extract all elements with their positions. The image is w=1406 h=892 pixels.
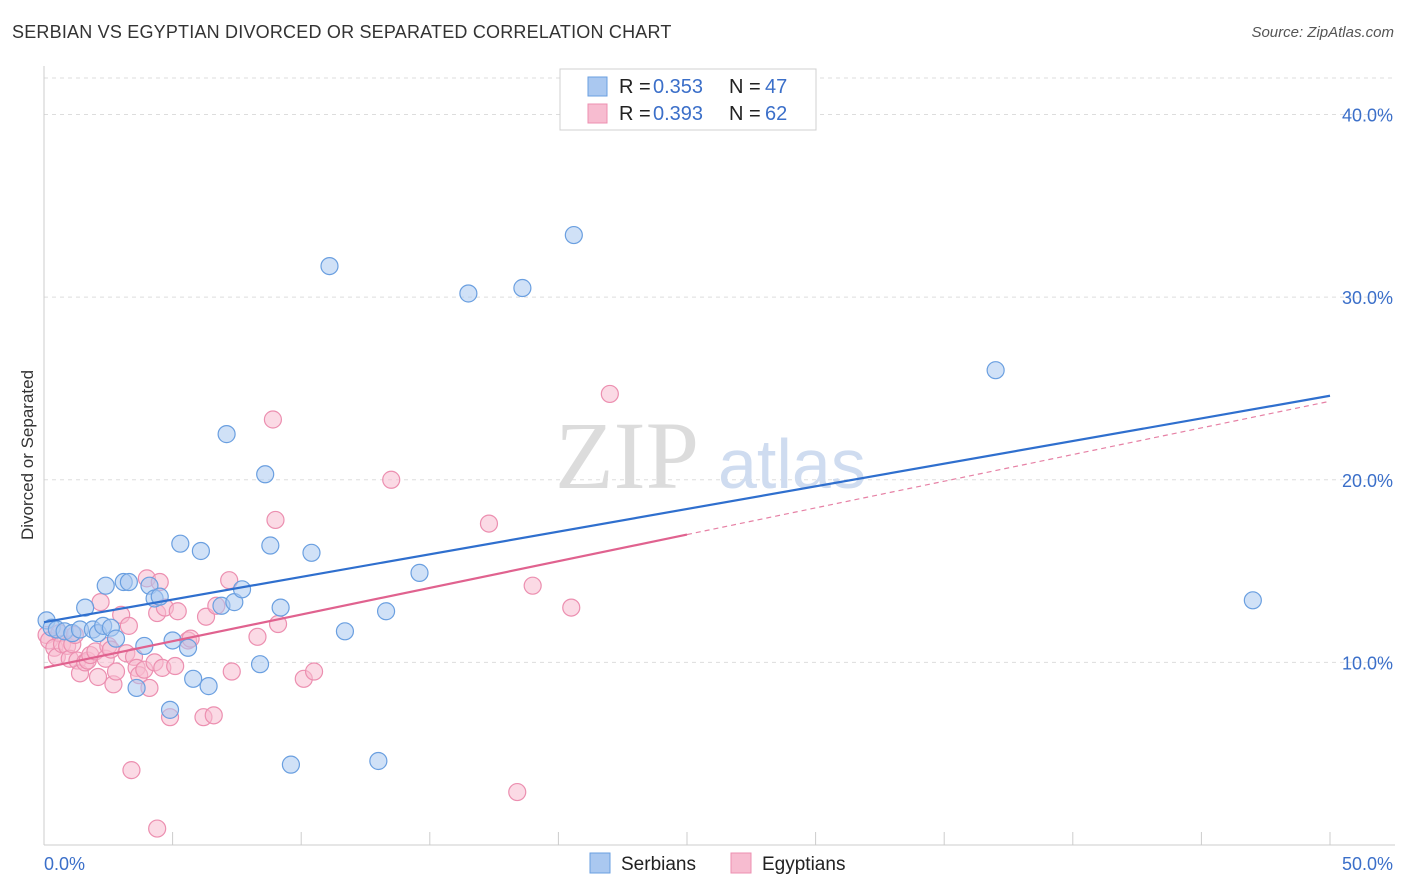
legend-n-label-1: N = xyxy=(729,76,761,98)
egyptians-point-48 xyxy=(263,410,283,429)
watermark-zip: ZIP xyxy=(555,402,699,509)
chart-title: SERBIAN VS EGYPTIAN DIVORCED OR SEPARATE… xyxy=(12,22,672,42)
y-tick-label-40: 40.0% xyxy=(1342,106,1393,126)
egyptians-point-25 xyxy=(119,616,138,635)
serbians-point-43 xyxy=(513,278,532,298)
axes: 0.0% 50.0% xyxy=(43,66,1395,874)
egyptians-point-61 xyxy=(166,656,185,676)
legend-r-label-2: R = xyxy=(619,103,651,125)
serbians-point-33 xyxy=(261,536,280,555)
egyptians-point-57 xyxy=(562,598,581,617)
egyptians-point-43 xyxy=(204,706,223,725)
legend-r-label-1: R = xyxy=(619,76,651,98)
source-label: Source: ZipAtlas.com xyxy=(1251,24,1394,41)
bottom-legend-serbians: Serbians xyxy=(621,854,696,875)
serbians-point-35 xyxy=(281,755,301,774)
bottom-legend-swatch-egyptians xyxy=(730,852,752,874)
y-tick-label-10: 10.0% xyxy=(1342,653,1393,673)
serbians-point-14 xyxy=(119,572,138,592)
serbians-point-23 xyxy=(178,638,198,657)
serbians-point-40 xyxy=(376,602,396,621)
serbians-point-39 xyxy=(369,751,388,771)
serbians-point-37 xyxy=(320,256,339,276)
egyptians-point-46 xyxy=(222,662,241,681)
legend: R = 0.353 N = 47 R = 0.393 N = 62 xyxy=(559,68,817,131)
serbians-point-22 xyxy=(171,534,190,553)
serbians-point-28 xyxy=(217,425,236,444)
egyptians-trend-line xyxy=(43,533,688,669)
egyptians-point-60 xyxy=(148,819,167,838)
serbians-point-38 xyxy=(335,622,355,641)
legend-n-label-2: N = xyxy=(729,103,761,125)
serbians-point-10 xyxy=(96,576,115,595)
egyptians-point-47 xyxy=(248,627,267,646)
legend-swatch-egyptians xyxy=(587,103,608,124)
egyptians-point-56 xyxy=(523,576,542,595)
bottom-legend-egyptians: Egyptians xyxy=(762,854,845,875)
legend-n-value-2: 62 xyxy=(765,103,787,125)
serbians-point-45 xyxy=(986,361,1005,380)
serbians-point-26 xyxy=(199,677,218,696)
egyptians-points xyxy=(37,384,619,838)
y-axis-label: Divorced or Separated xyxy=(18,370,37,540)
egyptians-point-22 xyxy=(106,662,126,681)
serbians-point-6 xyxy=(76,598,95,617)
serbians-trend-line xyxy=(43,394,1331,624)
y-tick-label-30: 30.0% xyxy=(1342,288,1393,308)
serbians-point-32 xyxy=(256,465,275,484)
serbians-point-46 xyxy=(1243,591,1262,610)
legend-r-value-2: 0.393 xyxy=(653,103,703,125)
serbians-point-36 xyxy=(302,543,321,562)
serbians-point-20 xyxy=(160,700,180,719)
egyptians-point-52 xyxy=(304,662,324,681)
legend-r-value-1: 0.353 xyxy=(653,76,703,98)
egyptians-point-55 xyxy=(508,782,527,802)
egyptians-point-49 xyxy=(266,510,285,530)
serbians-point-24 xyxy=(184,669,203,688)
x-tick-label-max: 50.0% xyxy=(1342,854,1393,874)
serbians-point-42 xyxy=(459,284,478,303)
serbians-point-15 xyxy=(127,678,146,698)
egyptians-point-59 xyxy=(122,761,141,780)
legend-n-value-1: 47 xyxy=(765,76,787,98)
egyptians-point-16 xyxy=(88,667,108,687)
egyptians-point-38 xyxy=(168,602,187,621)
serbians-point-41 xyxy=(410,563,429,582)
bottom-legend: Serbians Egyptians xyxy=(589,852,845,875)
serbians-point-34 xyxy=(271,598,290,617)
egyptians-point-54 xyxy=(479,514,499,533)
serbians-point-12 xyxy=(106,629,126,648)
trend-lines xyxy=(43,394,1331,669)
legend-swatch-serbians xyxy=(587,76,608,97)
serbians-point-44 xyxy=(564,225,583,245)
y-tick-label-20: 20.0% xyxy=(1342,471,1393,491)
serbians-point-25 xyxy=(191,541,210,561)
serbians-points xyxy=(37,225,1262,774)
x-tick-label-min: 0.0% xyxy=(44,854,85,874)
egyptians-point-58 xyxy=(600,384,619,404)
serbians-point-31 xyxy=(250,655,270,674)
egyptians-point-17 xyxy=(91,593,110,612)
egyptians-point-53 xyxy=(382,470,401,489)
egyptians-trend-line-dashed xyxy=(686,400,1331,536)
bottom-legend-swatch-serbians xyxy=(589,852,611,874)
